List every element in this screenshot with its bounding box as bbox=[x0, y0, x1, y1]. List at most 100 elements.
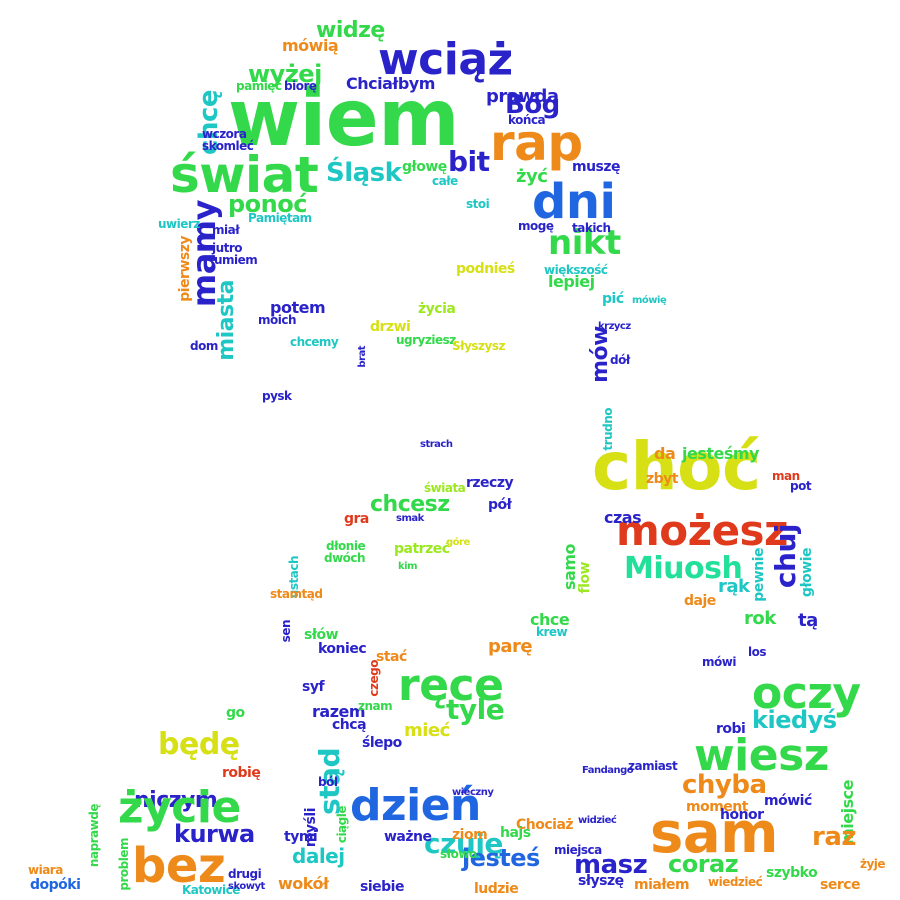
cloud-word: siebie bbox=[360, 879, 404, 895]
cloud-word: Pamiętam bbox=[248, 211, 312, 225]
cloud-word: Chciałbym bbox=[346, 74, 435, 93]
cloud-word: znam bbox=[358, 699, 393, 713]
cloud-word: widzę bbox=[316, 18, 385, 43]
cloud-word: pysk bbox=[262, 389, 292, 403]
cloud-word: głowie bbox=[799, 548, 815, 598]
cloud-word: mówią bbox=[282, 36, 339, 55]
cloud-word: żyje bbox=[860, 857, 886, 871]
cloud-word: gra bbox=[344, 511, 369, 527]
cloud-word: samo bbox=[560, 544, 579, 590]
cloud-word: sen bbox=[279, 620, 293, 643]
cloud-word: potem bbox=[270, 298, 326, 317]
cloud-word: czas bbox=[604, 508, 642, 527]
cloud-word: stoi bbox=[466, 197, 490, 211]
cloud-word: los bbox=[748, 645, 767, 659]
cloud-word: jutro bbox=[212, 241, 243, 255]
cloud-word: ważne bbox=[384, 829, 432, 845]
cloud-word: kiedyś bbox=[752, 706, 837, 734]
cloud-word: dwóch bbox=[324, 551, 366, 565]
cloud-word: wiesz bbox=[694, 730, 829, 781]
cloud-word: Katowice bbox=[182, 883, 240, 897]
cloud-word: zbyt bbox=[646, 471, 679, 487]
cloud-word: żyć bbox=[516, 166, 548, 187]
cloud-word: całe bbox=[432, 174, 458, 188]
cloud-word: chcesz bbox=[370, 492, 450, 517]
cloud-word: życie bbox=[118, 782, 241, 833]
cloud-word: rap bbox=[490, 114, 583, 172]
cloud-word: świata bbox=[424, 481, 466, 495]
cloud-word: będę bbox=[158, 727, 240, 762]
cloud-word: góre bbox=[446, 537, 470, 548]
cloud-word: bez bbox=[132, 838, 226, 894]
cloud-word: pewnie bbox=[751, 548, 767, 602]
cloud-word: Fandango bbox=[582, 765, 634, 776]
cloud-word: dom bbox=[190, 339, 218, 353]
cloud-word: życia bbox=[418, 301, 456, 317]
cloud-word: pamięć bbox=[236, 79, 282, 93]
cloud-word: moich bbox=[258, 313, 297, 327]
cloud-word: hajs bbox=[500, 825, 531, 841]
cloud-word: ugryziesz bbox=[396, 333, 456, 347]
cloud-word: takich bbox=[572, 221, 611, 235]
cloud-word: stamtąd bbox=[270, 587, 323, 601]
cloud-word: dopóki bbox=[30, 877, 81, 893]
cloud-word: parę bbox=[488, 636, 533, 657]
cloud-word: wyżej bbox=[248, 60, 322, 88]
cloud-word: stać bbox=[376, 649, 407, 665]
cloud-word: patrzeć bbox=[394, 541, 450, 557]
cloud-word: chuj bbox=[769, 524, 802, 589]
cloud-word: ślepo bbox=[362, 735, 402, 751]
cloud-word: da bbox=[654, 444, 676, 463]
cloud-word: coraz bbox=[668, 850, 739, 878]
cloud-word: jesteś bbox=[462, 844, 540, 872]
cloud-word: skomleć bbox=[202, 139, 254, 153]
cloud-word: wczora bbox=[202, 127, 247, 141]
cloud-word: czuję bbox=[424, 827, 503, 860]
cloud-word: ból bbox=[318, 775, 338, 789]
cloud-word: pół bbox=[488, 497, 512, 513]
cloud-word: lepiej bbox=[548, 272, 595, 291]
cloud-word: Słyszysz bbox=[452, 339, 506, 353]
cloud-word: wiem bbox=[228, 74, 459, 164]
cloud-word: dni bbox=[532, 174, 616, 230]
cloud-word: ponoć bbox=[228, 190, 307, 218]
cloud-word: go bbox=[226, 705, 245, 721]
cloud-word: kurwa bbox=[174, 820, 255, 848]
cloud-word: Chociaż bbox=[516, 817, 574, 833]
cloud-word: zamiast bbox=[628, 759, 678, 773]
cloud-word: problem bbox=[117, 838, 131, 891]
cloud-word: rok bbox=[744, 608, 776, 629]
cloud-word: naprawdę bbox=[87, 804, 101, 868]
cloud-word: Śląsk bbox=[326, 158, 402, 188]
cloud-word: mówi bbox=[702, 655, 736, 669]
cloud-word: podnieś bbox=[456, 261, 515, 277]
cloud-word: tyle bbox=[446, 693, 505, 726]
cloud-word: jesteśmy bbox=[682, 444, 759, 463]
cloud-word: umiem bbox=[214, 253, 258, 267]
cloud-word: krzycz bbox=[598, 321, 631, 332]
cloud-word: raz bbox=[812, 822, 857, 852]
cloud-word: wciąż bbox=[378, 34, 513, 85]
cloud-word: chcemy bbox=[290, 335, 339, 349]
cloud-word: mówić bbox=[764, 793, 812, 809]
cloud-word: czego bbox=[367, 660, 381, 697]
cloud-word: świat bbox=[170, 146, 319, 204]
cloud-word: moment bbox=[686, 799, 748, 815]
cloud-word: wiara bbox=[28, 863, 63, 877]
cloud-word: choć bbox=[592, 428, 761, 505]
cloud-word: masz bbox=[574, 850, 648, 880]
cloud-word: Bóg bbox=[505, 90, 560, 120]
cloud-word: końca bbox=[508, 113, 546, 127]
cloud-word: dłonie bbox=[326, 539, 366, 553]
cloud-word: mów bbox=[588, 326, 613, 383]
cloud-word: chyba bbox=[682, 770, 767, 800]
cloud-word: honor bbox=[720, 807, 764, 823]
cloud-word: widzieć bbox=[578, 815, 617, 826]
cloud-word: Miuosh bbox=[624, 551, 743, 586]
cloud-word: strach bbox=[420, 439, 453, 450]
cloud-word: głowę bbox=[402, 159, 447, 175]
cloud-word: nikt bbox=[548, 223, 621, 263]
cloud-word: mogę bbox=[518, 219, 554, 233]
cloud-word: większość bbox=[544, 263, 608, 277]
